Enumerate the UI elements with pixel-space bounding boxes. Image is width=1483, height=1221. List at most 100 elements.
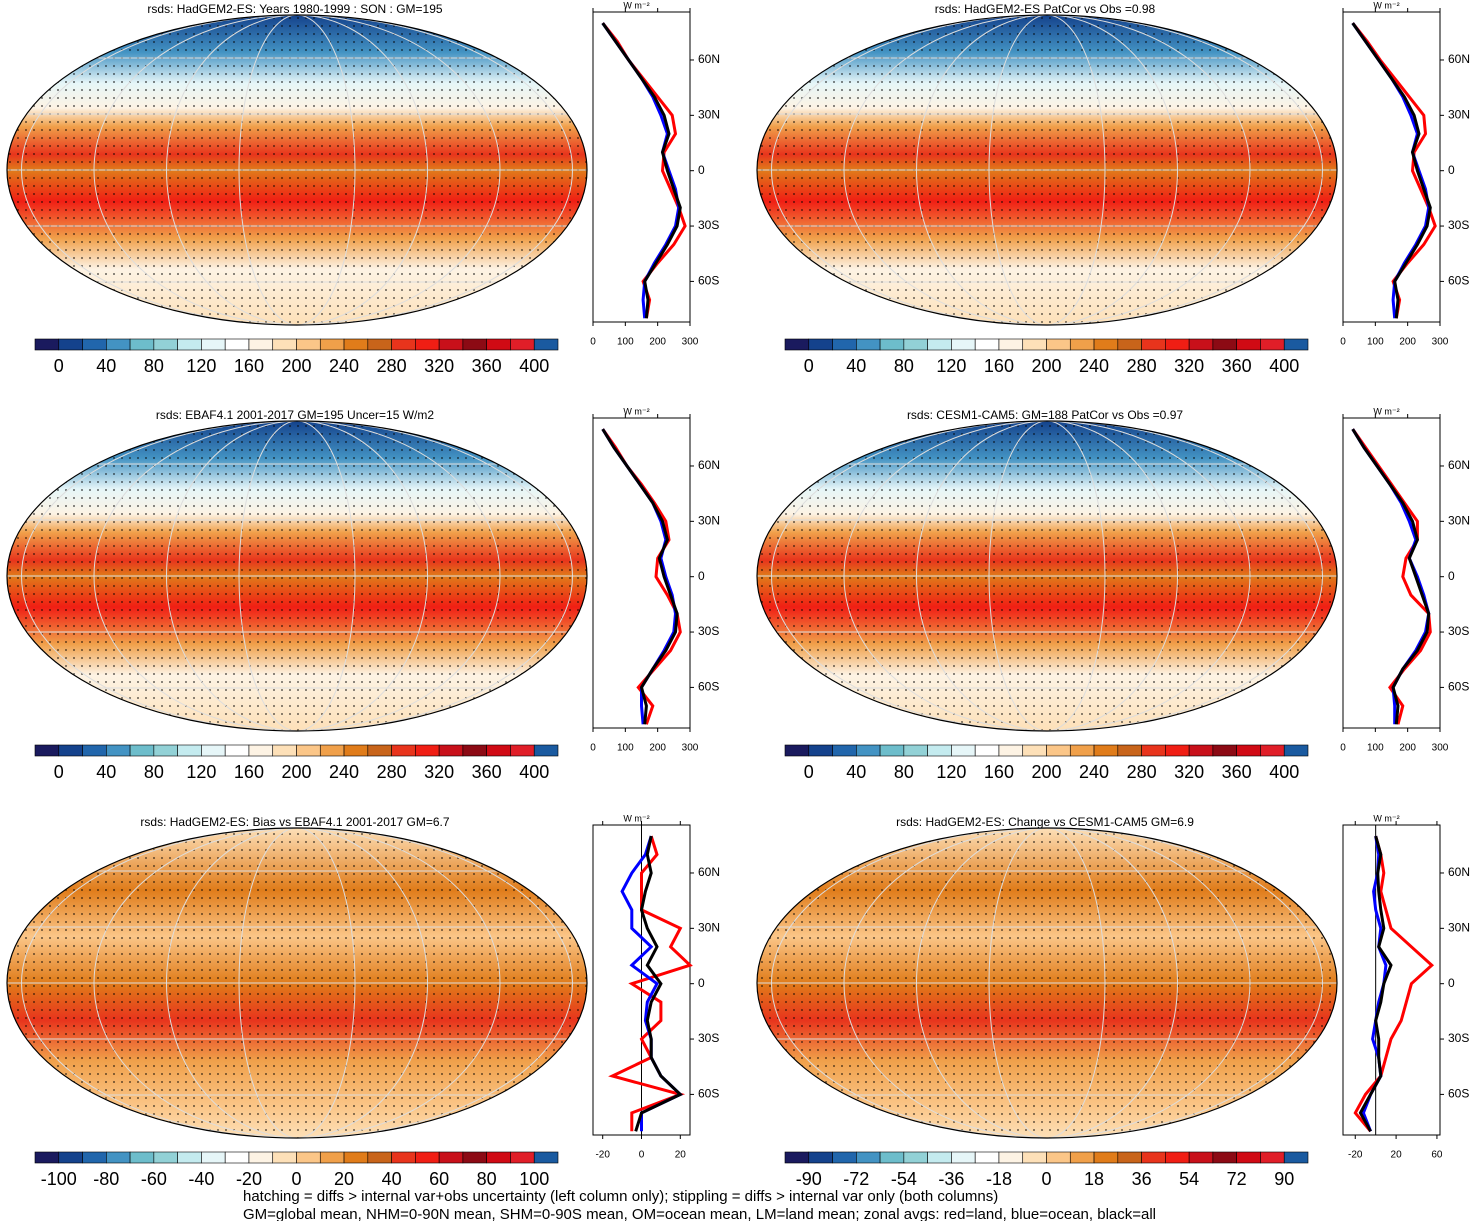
unit-label: W m⁻² bbox=[623, 813, 649, 823]
map-border bbox=[756, 14, 1338, 326]
y-tick-label: 60S bbox=[698, 680, 719, 694]
colorbar-swatch bbox=[856, 1151, 881, 1164]
colorbar-swatch bbox=[58, 338, 83, 351]
map-title: rsds: HadGEM2-ES: Years 1980-1999 : SON … bbox=[147, 2, 442, 16]
colorbar-swatch bbox=[462, 1151, 487, 1164]
colorbar-swatch bbox=[129, 1151, 155, 1164]
colorbar-swatch bbox=[1236, 338, 1261, 351]
y-tick-label: 0 bbox=[698, 976, 705, 990]
colorbar-swatch bbox=[784, 744, 810, 757]
colorbar-label: 40 bbox=[96, 762, 116, 782]
colorbar-label: 0 bbox=[1041, 1169, 1051, 1189]
colorbar-swatch bbox=[367, 1151, 392, 1164]
panel: rsds: HadGEM2-ES: Years 1980-1999 : SON … bbox=[6, 0, 720, 376]
colorbar-label: 60 bbox=[429, 1169, 449, 1189]
x-tick-label: 60 bbox=[1431, 1150, 1443, 1161]
map-title: rsds: HadGEM2-ES: Bias vs EBAF4.1 2001-2… bbox=[140, 815, 449, 829]
colorbar-label: 320 bbox=[424, 762, 454, 782]
colorbar-swatch bbox=[129, 338, 155, 351]
y-tick-label: 60N bbox=[1448, 458, 1470, 472]
y-tick-label: 30N bbox=[698, 108, 720, 122]
colorbar-label: 400 bbox=[1269, 762, 1299, 782]
zonal-line bbox=[601, 428, 679, 725]
x-tick-label: 0 bbox=[1340, 743, 1346, 754]
colorbar-label: -54 bbox=[891, 1169, 917, 1189]
colorbar-label: 0 bbox=[54, 356, 64, 376]
colorbar-label: 40 bbox=[846, 762, 866, 782]
colorbar-label: 280 bbox=[1127, 356, 1157, 376]
colorbar-label: 80 bbox=[477, 1169, 497, 1189]
colorbar-swatch bbox=[974, 1151, 1000, 1164]
colorbar-label: 120 bbox=[186, 356, 216, 376]
y-tick-label: 30N bbox=[1448, 921, 1470, 935]
colorbar-swatch bbox=[153, 744, 178, 757]
y-tick-label: 60N bbox=[698, 865, 720, 879]
colorbar-swatch bbox=[832, 1151, 857, 1164]
map-border bbox=[756, 420, 1338, 732]
panel: rsds: HadGEM2-ES: Change vs CESM1-CAM5 G… bbox=[756, 813, 1470, 1189]
colorbar-swatch bbox=[927, 1151, 952, 1164]
colorbar-label: 400 bbox=[519, 356, 549, 376]
colorbar-label: -60 bbox=[141, 1169, 167, 1189]
colorbar-label: 80 bbox=[144, 762, 164, 782]
colorbar-label: 40 bbox=[96, 356, 116, 376]
colorbar-swatch bbox=[808, 744, 833, 757]
colorbar-swatch bbox=[1117, 338, 1142, 351]
colorbar-swatch bbox=[296, 1151, 321, 1164]
colorbar-swatch bbox=[533, 1151, 559, 1164]
y-tick-label: 0 bbox=[1448, 569, 1455, 583]
colorbar-swatch bbox=[1212, 338, 1237, 351]
colorbar-swatch bbox=[106, 338, 131, 351]
colorbar-swatch bbox=[1046, 1151, 1071, 1164]
colorbar-swatch bbox=[391, 338, 416, 351]
colorbar-swatch bbox=[974, 338, 1000, 351]
colorbar-swatch bbox=[1236, 744, 1261, 757]
colorbar-swatch bbox=[856, 744, 881, 757]
colorbar-swatch bbox=[1046, 744, 1071, 757]
x-tick-label: 0 bbox=[590, 743, 596, 754]
colorbar-swatch bbox=[153, 338, 178, 351]
colorbar-swatch bbox=[1260, 338, 1285, 351]
colorbar-swatch bbox=[927, 338, 952, 351]
colorbar-swatch bbox=[1141, 744, 1166, 757]
unit-label: W m⁻² bbox=[1373, 0, 1399, 10]
colorbar-swatch bbox=[224, 1151, 250, 1164]
colorbar-label: 280 bbox=[377, 356, 407, 376]
y-tick-label: 60N bbox=[1448, 52, 1470, 66]
x-tick-label: 0 bbox=[590, 337, 596, 348]
colorbar-swatch bbox=[415, 338, 440, 351]
colorbar-swatch bbox=[1236, 1151, 1261, 1164]
colorbar-swatch bbox=[510, 338, 535, 351]
colorbar-label: -100 bbox=[41, 1169, 77, 1189]
colorbar-label: -40 bbox=[188, 1169, 214, 1189]
x-tick-label: 0 bbox=[1340, 337, 1346, 348]
colorbar-swatch bbox=[367, 338, 392, 351]
x-tick-label: -20 bbox=[1348, 1150, 1363, 1161]
map-title: rsds: EBAF4.1 2001-2017 GM=195 Uncer=15 … bbox=[156, 408, 434, 422]
map-title: rsds: CESM1-CAM5: GM=188 PatCor vs Obs =… bbox=[907, 408, 1183, 422]
colorbar-swatch bbox=[974, 744, 1000, 757]
colorbar-swatch bbox=[486, 744, 511, 757]
colorbar-swatch bbox=[272, 744, 297, 757]
colorbar-swatch bbox=[272, 338, 297, 351]
colorbar-swatch bbox=[903, 338, 928, 351]
map bbox=[7, 15, 587, 325]
zonal-frame bbox=[592, 417, 691, 729]
colorbar-label: 200 bbox=[1031, 356, 1061, 376]
unit-label: W m⁻² bbox=[1373, 406, 1399, 416]
colorbar-label: 400 bbox=[519, 762, 549, 782]
y-tick-label: 60S bbox=[698, 1087, 719, 1101]
colorbar-label: 80 bbox=[144, 356, 164, 376]
colorbar-swatch bbox=[34, 338, 60, 351]
y-tick-label: 60N bbox=[698, 52, 720, 66]
colorbar-label: 100 bbox=[519, 1169, 549, 1189]
y-tick-label: 30N bbox=[698, 514, 720, 528]
colorbar-swatch bbox=[391, 1151, 416, 1164]
colorbar-label: -72 bbox=[843, 1169, 869, 1189]
colorbar-label: 120 bbox=[936, 356, 966, 376]
colorbar-swatch bbox=[415, 744, 440, 757]
y-tick-label: 30S bbox=[1448, 218, 1469, 232]
colorbar-label: 160 bbox=[234, 356, 264, 376]
map-title: rsds: HadGEM2-ES: Change vs CESM1-CAM5 G… bbox=[896, 815, 1194, 829]
